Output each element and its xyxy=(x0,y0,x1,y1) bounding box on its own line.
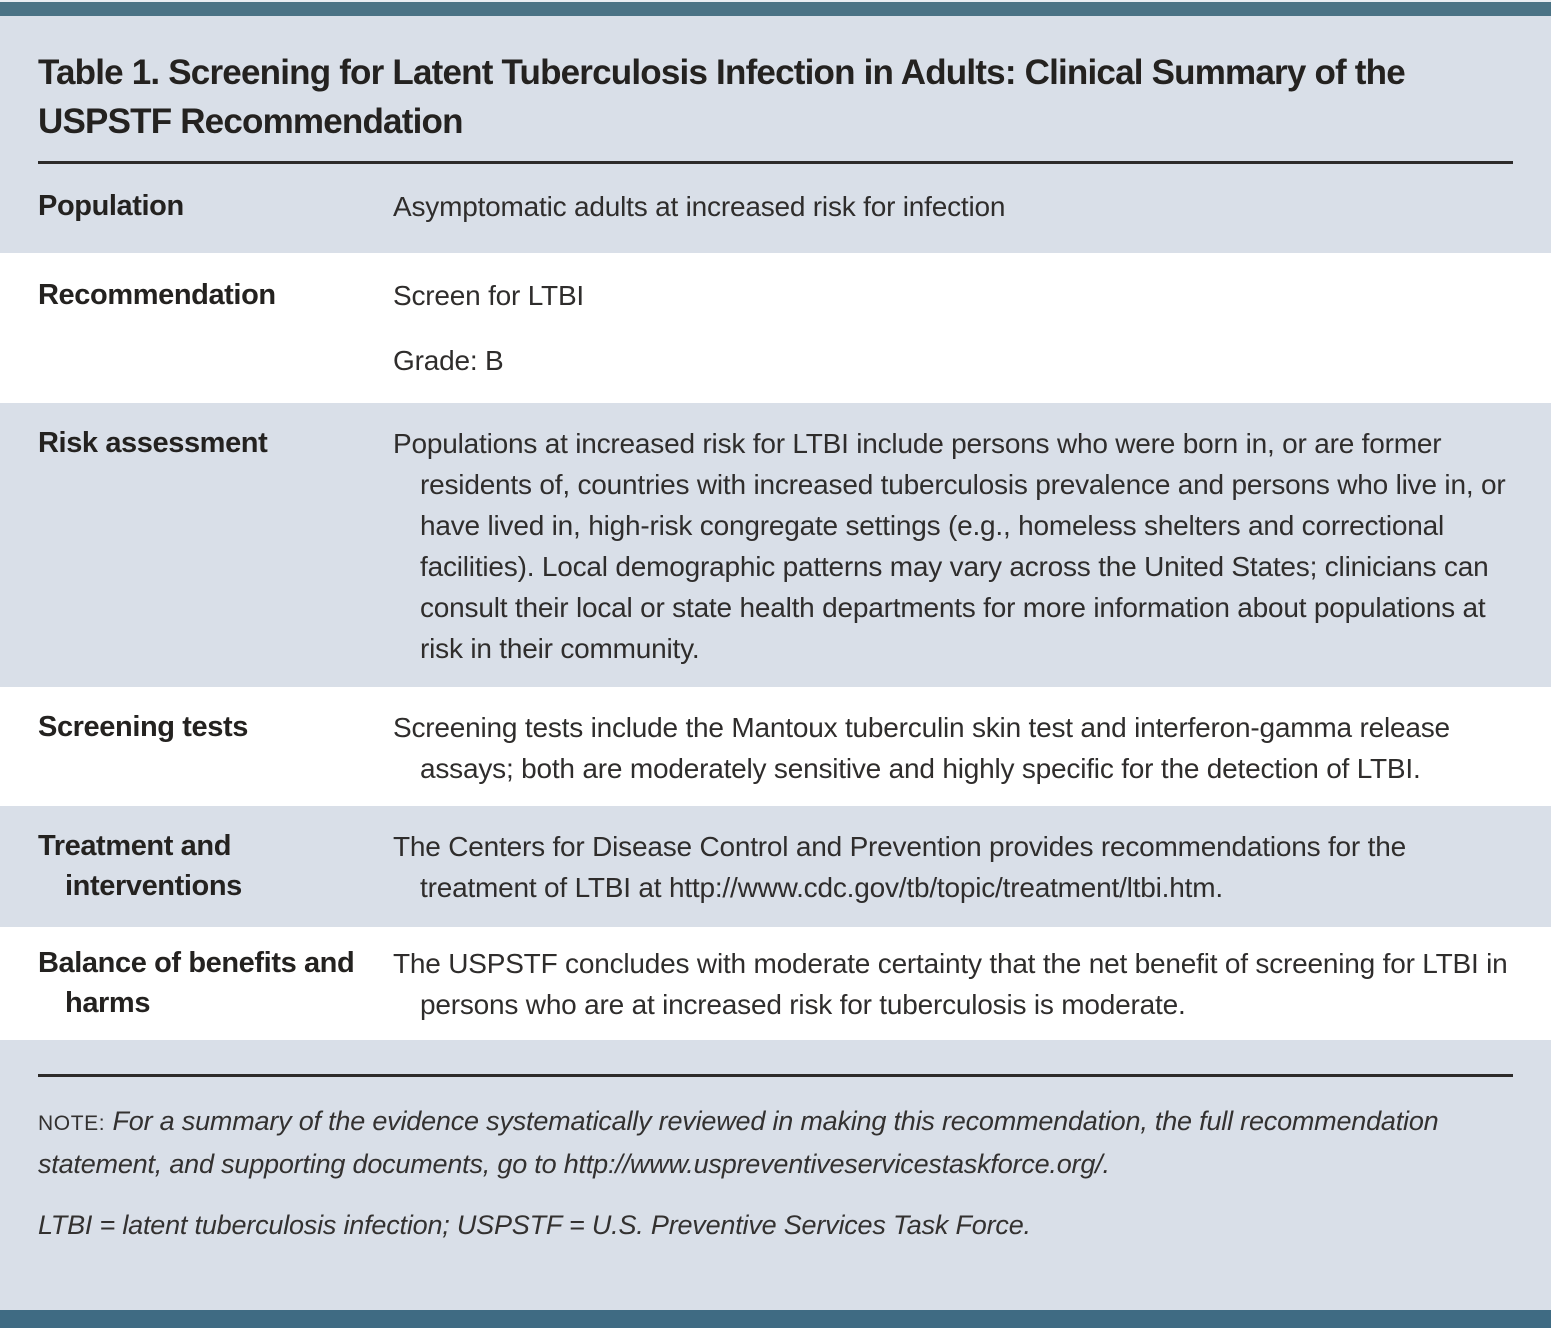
row-content: Populations at increased risk for LTBI i… xyxy=(393,423,1513,669)
row-paragraph: The USPSTF concludes with moderate certa… xyxy=(393,948,1508,1020)
footer-abbreviations: LTBI = latent tuberculosis infection; US… xyxy=(38,1210,1031,1240)
note-label: NOTE: xyxy=(38,1112,106,1135)
row-label: Recommendation xyxy=(38,279,276,311)
row-paragraph: Grade: B xyxy=(393,345,504,376)
title-rule xyxy=(38,161,1513,164)
footer-rule xyxy=(38,1074,1513,1077)
row-label: Screening tests xyxy=(38,711,248,743)
row-content: Screening tests include the Mantoux tube… xyxy=(393,707,1513,789)
row-content: Asymptomatic adults at increased risk fo… xyxy=(393,186,1513,227)
top-accent-bar xyxy=(0,0,1551,16)
row-content: The Centers for Disease Control and Prev… xyxy=(393,826,1513,908)
row-recommendation: Recommendation Screen for LTBI Grade: B xyxy=(0,253,1551,403)
row-label: Balance of benefits and harms xyxy=(38,947,355,1019)
row-paragraph: The Centers for Disease Control and Prev… xyxy=(393,831,1406,903)
row-screening-tests: Screening tests Screening tests include … xyxy=(0,687,1551,806)
row-treatment-interventions: Treatment and interventions The Centers … xyxy=(0,806,1551,927)
title-rule-wrap xyxy=(0,146,1551,164)
row-balance-benefits-harms: Balance of benefits and harms The USPSTF… xyxy=(0,927,1551,1040)
row-paragraph: Screen for LTBI xyxy=(393,280,585,311)
row-label: Risk assessment xyxy=(38,427,268,459)
footer-note: NOTE: For a summary of the evidence syst… xyxy=(38,1101,1513,1184)
note-text: For a summary of the evidence systematic… xyxy=(38,1106,1439,1179)
table-footer: NOTE: For a summary of the evidence syst… xyxy=(0,1040,1551,1310)
row-content: The USPSTF concludes with moderate certa… xyxy=(393,943,1513,1025)
row-content: Screen for LTBI Grade: B xyxy=(393,275,1513,381)
row-label: Population xyxy=(38,190,184,222)
title-block: Table 1. Screening for Latent Tuberculos… xyxy=(0,16,1551,146)
bottom-accent-bar xyxy=(0,1310,1551,1328)
row-paragraph: Asymptomatic adults at increased risk fo… xyxy=(393,191,1006,222)
row-paragraph: Populations at increased risk for LTBI i… xyxy=(393,428,1506,664)
row-label: Treatment and interventions xyxy=(38,830,242,902)
row-population: Population Asymptomatic adults at increa… xyxy=(0,164,1551,253)
row-risk-assessment: Risk assessment Populations at increased… xyxy=(0,403,1551,687)
table-title: Table 1. Screening for Latent Tuberculos… xyxy=(38,53,1406,141)
row-paragraph: Screening tests include the Mantoux tube… xyxy=(393,712,1450,784)
